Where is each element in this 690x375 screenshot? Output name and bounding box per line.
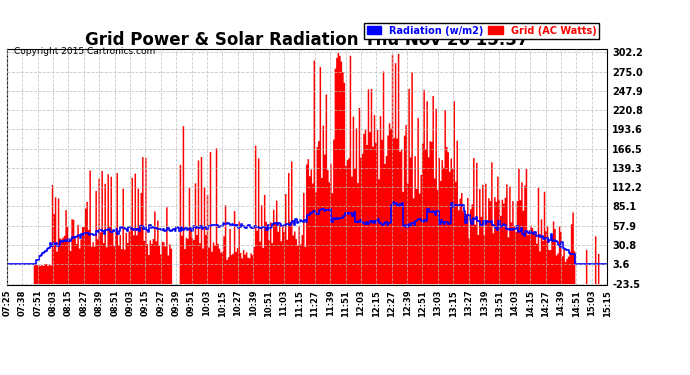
Text: Copyright 2015 Cartronics.com: Copyright 2015 Cartronics.com bbox=[14, 47, 155, 56]
Title: Grid Power & Solar Radiation Thu Nov 26 15:37: Grid Power & Solar Radiation Thu Nov 26 … bbox=[86, 31, 529, 49]
Legend: Radiation (w/m2), Grid (AC Watts): Radiation (w/m2), Grid (AC Watts) bbox=[364, 23, 600, 39]
